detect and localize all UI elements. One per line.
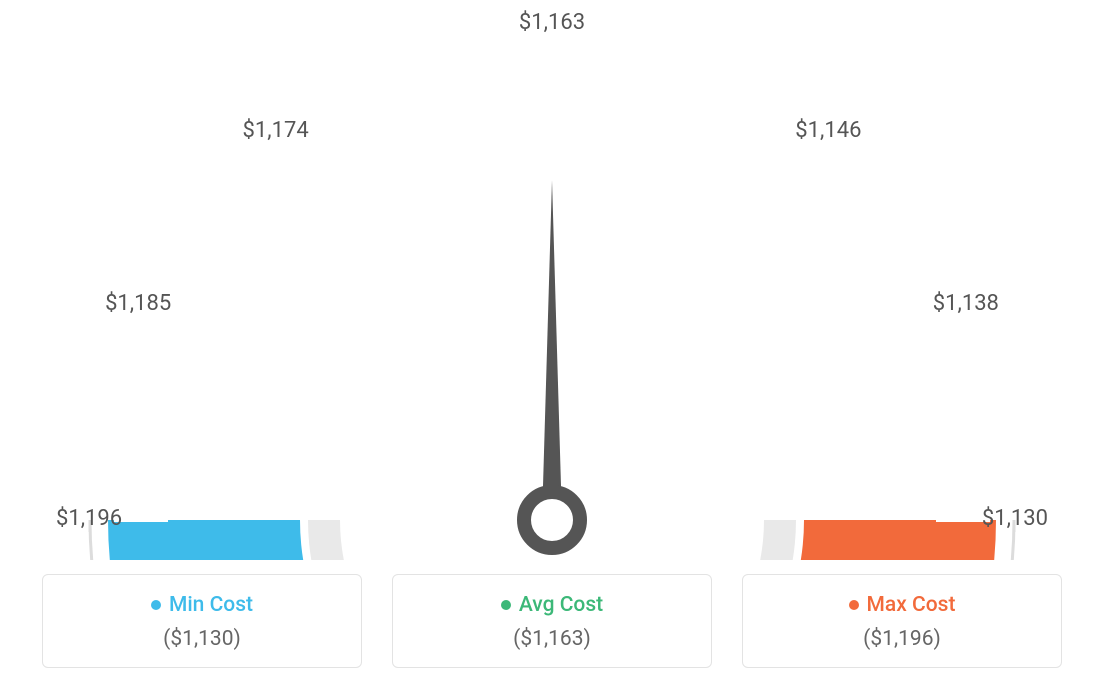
gauge-tick-major [792,178,826,220]
gauge-tick-minor [231,222,257,246]
gauge-tick-label: $1,130 [968,506,1048,531]
legend-title-min: Min Cost [169,593,253,617]
legend-card-min: Min Cost ($1,130) [42,574,362,668]
gauge-tick-minor [936,391,970,402]
gauge-tick-minor [884,273,914,293]
legend-dot-max [849,600,859,610]
gauge-container: $1,130 $1,138 $1,146 $1,163 $1,174 $1,185 $1,1… [0,0,1104,560]
gauge-tick-minor [847,222,873,246]
legend-title-avg: Avg Cost [519,593,603,617]
gauge-tick-minor [362,125,378,157]
gauge-tick-label: $1,146 [781,118,861,143]
legend-value-max: ($1,196) [753,627,1051,651]
legend-title-max: Max Cost [867,593,956,617]
gauge-tick-minor [950,455,986,460]
legend-title-row: Min Cost [53,593,351,617]
legend-title-row: Max Cost [753,593,1051,617]
gauge-tick-label: $1,185 [105,291,171,316]
gauge-needle-hub [524,492,580,548]
legend-title-row: Avg Cost [403,593,701,617]
gauge-tick-minor [119,455,155,460]
gauge-tick-label: $1,196 [56,506,122,531]
legend-dot-avg [501,600,511,610]
gauge-tick-label: $1,163 [512,10,592,35]
gauge-tick-label: $1,174 [243,118,309,143]
gauge-tick-major [279,178,313,220]
gauge-needle [542,180,562,520]
gauge-tick-label: $1,138 [919,291,999,316]
legend-row: Min Cost ($1,130) Avg Cost ($1,163) Max … [0,574,1104,668]
legend-value-min: ($1,130) [53,627,351,651]
gauge-tick-minor [190,273,220,293]
legend-card-max: Max Cost ($1,196) [742,574,1062,668]
legend-value-avg: ($1,163) [403,627,701,651]
gauge-tick-minor [727,125,743,157]
legend-dot-min [151,600,161,610]
gauge-tick-minor [642,93,650,128]
gauge-tick-major [898,330,947,353]
legend-card-avg: Avg Cost ($1,163) [392,574,712,668]
gauge-tick-major [157,330,206,353]
gauge-tick-minor [133,391,167,402]
gauge-tick-minor [454,93,462,128]
